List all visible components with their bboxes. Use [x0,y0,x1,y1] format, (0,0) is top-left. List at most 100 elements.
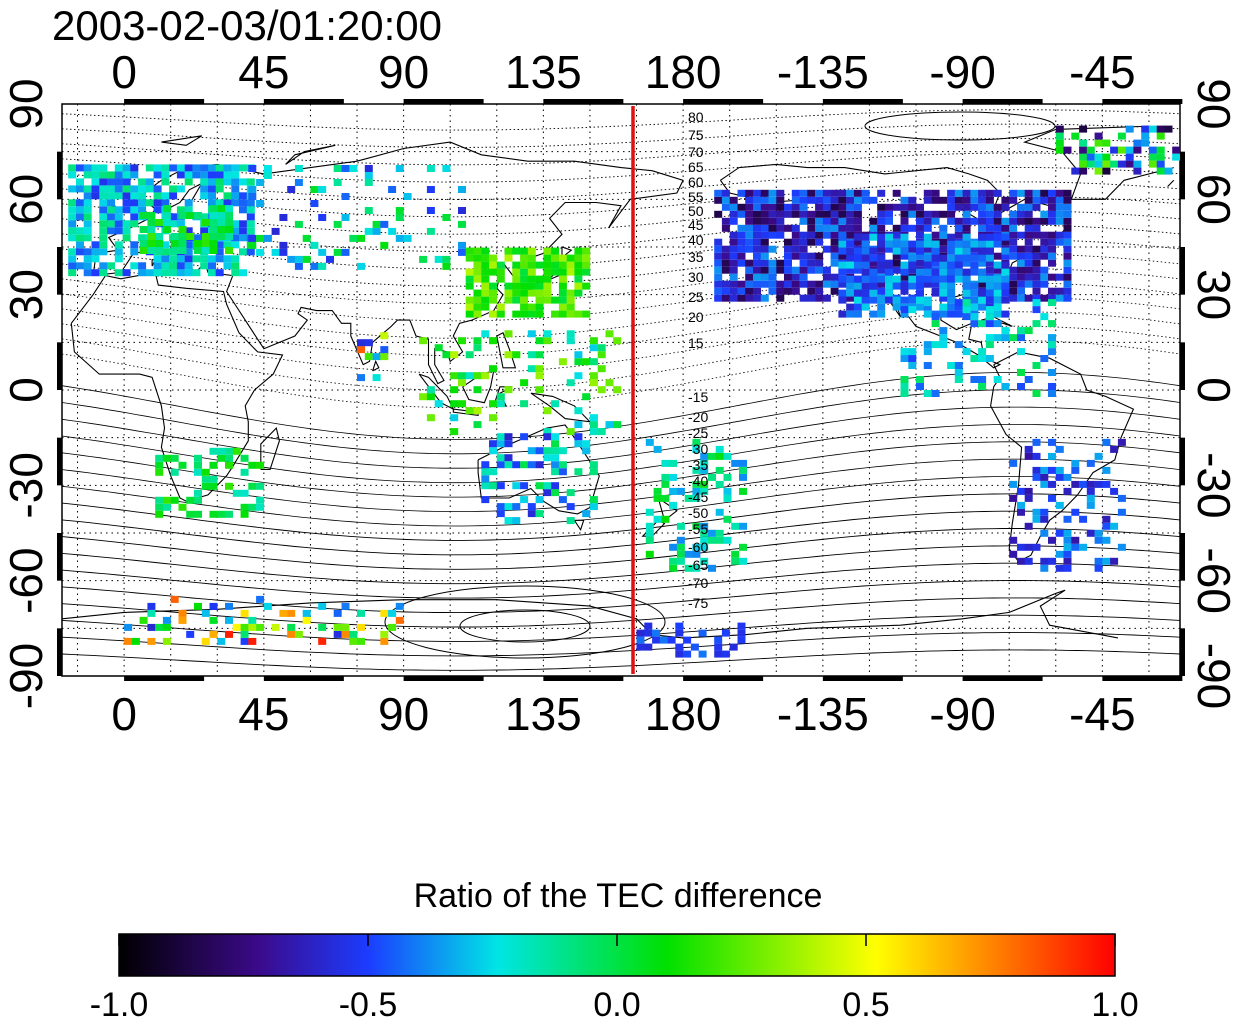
tec-cell [885,210,893,218]
tec-cell [613,386,622,394]
tec-cell [239,227,247,235]
tec-cell [900,310,909,318]
tec-cell [155,510,164,518]
tec-cell [892,266,901,274]
tec-cell [1017,334,1025,342]
tec-cell [962,254,971,262]
tec-cell [861,282,870,290]
tec-cell [551,482,560,490]
tec-cell [194,489,202,497]
tec-cell [558,468,567,476]
tec-cell [1001,203,1010,211]
tec-cell [145,164,154,172]
tec-cell [186,212,195,219]
tec-cell [83,269,92,277]
tec-cell [1055,529,1064,537]
tec-cell [231,192,240,200]
tec-cell [333,179,342,186]
tec-cell [692,543,701,551]
tec-cell [231,185,240,193]
tec-cell [791,203,800,211]
tec-cell [535,461,544,469]
tec-cell [294,262,303,270]
tec-cell [985,275,994,283]
tec-cell [1063,146,1072,154]
tec-cell [846,282,855,290]
tec-cell [520,289,529,297]
tec-cell [426,227,435,235]
tec-cell [481,282,490,290]
tec-cell [721,294,730,302]
tec-cell [1032,231,1041,239]
tec-cell [76,178,84,186]
tec-cell [574,433,583,441]
tec-cell [170,247,179,254]
tec-cell [900,224,909,232]
tec-cell [138,178,147,186]
tec-cell [830,245,839,253]
tec-cell [714,252,723,260]
tec-cell [248,461,257,469]
tec-cell [807,224,816,232]
tec-cell [200,178,209,186]
tec-cell [993,210,1002,218]
tec-cell [978,240,987,248]
tec-cell [357,262,365,270]
tec-cell [169,192,178,200]
tec-cell [527,268,536,276]
tec-cell [1001,247,1010,255]
tec-cell [962,275,971,283]
tec-cell [76,234,84,242]
frame-bar [57,437,62,486]
tec-cell [107,213,115,221]
tec-cell [745,259,754,267]
tec-cell [923,233,932,241]
tec-cell [442,262,451,270]
tec-cell [993,310,1002,318]
tec-cell [807,294,816,302]
tec-cell [504,461,513,469]
tec-cell [892,252,901,260]
tec-cell [923,240,932,248]
tec-cell [481,372,490,380]
tec-cell [1040,508,1049,516]
tec-cell [520,461,529,469]
tec-cell [962,240,971,248]
tec-cell [739,522,747,530]
tec-cell [846,210,855,218]
tec-cell [566,428,575,436]
tec-cell [1040,557,1049,565]
tec-cell [700,529,709,537]
tec-cell [201,637,210,645]
tec-cell [908,224,917,232]
tec-cell [978,224,987,232]
tec-cell [239,164,247,172]
tec-cell [1048,259,1056,267]
tec-cell [723,494,732,502]
tec-cell [739,466,747,474]
tec-cell [877,224,886,232]
tec-cell [194,461,202,469]
tec-cell [954,189,963,197]
tec-cell [1040,245,1049,253]
tec-cell [465,310,474,318]
tec-cell [520,296,529,304]
tec-cell [217,454,226,462]
mag-lat-contour [62,123,1180,148]
lat-tick-label: -90 [0,643,52,709]
tec-cell [962,233,971,241]
tec-cell [333,165,342,172]
tec-cell [582,447,591,455]
tec-cell [512,461,521,469]
tec-cell [302,609,311,617]
tec-cell [737,622,746,630]
tec-cell [239,206,247,214]
tec-cell [240,630,249,638]
tec-cell [799,252,808,260]
tec-cell [535,447,544,455]
tec-cell [209,475,218,483]
tec-cell [1063,196,1072,204]
tec-cell [714,273,723,281]
tec-cell [99,192,108,200]
tec-cell [714,196,723,204]
